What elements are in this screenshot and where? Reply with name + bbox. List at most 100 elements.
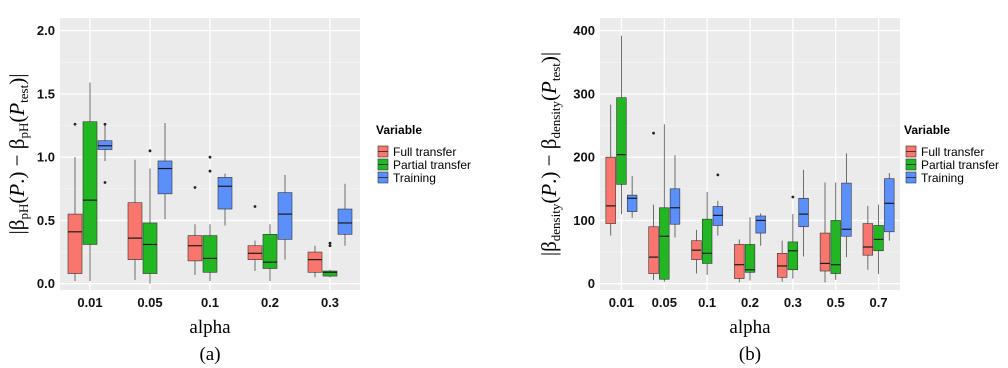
legend-item-full-transfer: Full transfer <box>377 145 456 159</box>
outlier-point <box>148 149 152 153</box>
box-partial-transfer <box>82 82 98 282</box>
box-partial-transfer <box>787 195 799 279</box>
box <box>217 177 233 210</box>
y-tick-label: 2.0 <box>37 23 55 38</box>
x-tick-label: 0.05 <box>137 295 162 310</box>
box-training <box>97 122 113 184</box>
x-tick-label: 0.01 <box>77 295 102 310</box>
box <box>776 253 788 278</box>
box-partial-transfer <box>262 224 278 282</box>
box <box>862 223 874 256</box>
boxplot-marks <box>605 35 895 283</box>
box <box>669 188 681 225</box>
legend-item-full-transfer: Full transfer <box>905 145 984 159</box>
box-training <box>157 123 173 220</box>
legend-item-training: Training <box>377 171 436 185</box>
box <box>97 140 113 150</box>
box <box>873 225 884 252</box>
box-partial-transfer <box>873 204 884 275</box>
box <box>187 235 203 262</box>
box <box>787 241 799 271</box>
box <box>616 97 627 185</box>
box-full-transfer <box>648 131 659 280</box>
panel-a: 0.00.51.01.52.0 0.01 0.05 0.1 0.2 0.3 alpha … <box>5 18 471 365</box>
box-partial-transfer <box>701 191 713 275</box>
box <box>701 218 713 264</box>
y-tick-labels: 0 100 200 300 400 <box>573 23 595 291</box>
x-axis-label: alpha <box>729 317 771 338</box>
y-tick-label: 200 <box>573 150 595 165</box>
x-tick-label: 0.01 <box>609 295 634 310</box>
legend-label: Training <box>393 171 436 185</box>
box-training <box>798 169 809 257</box>
x-tick-label: 0.3 <box>321 295 339 310</box>
box-training <box>337 183 353 246</box>
box <box>202 235 218 273</box>
box-partial-transfer <box>616 35 627 215</box>
box-partial-transfer <box>744 217 756 281</box>
legend-label: Training <box>921 171 964 185</box>
legend-label: Full transfer <box>921 145 984 159</box>
x-tick-label: 0.5 <box>827 295 845 310</box>
outlier-point <box>652 131 655 135</box>
box-full-transfer <box>819 182 831 283</box>
box-partial-transfer <box>659 124 670 282</box>
box <box>277 192 293 240</box>
box <box>605 156 616 224</box>
y-tick-label: 0.5 <box>37 213 55 228</box>
outlier-point <box>103 181 107 184</box>
boxplot-marks <box>67 82 353 284</box>
box-full-transfer <box>127 159 143 280</box>
x-tick-labels: 0.01 0.05 0.1 0.2 0.3 <box>77 295 339 310</box>
box-full-transfer <box>187 186 203 275</box>
y-tick-label: 0 <box>588 276 595 291</box>
box-partial-transfer <box>142 149 158 284</box>
x-tick-label: 0.1 <box>201 295 219 310</box>
outlier-point <box>73 122 77 126</box>
box-training <box>669 155 681 238</box>
box <box>819 232 831 272</box>
box <box>157 160 173 195</box>
box-full-transfer <box>691 229 702 274</box>
panel-b: 0 100 200 300 400 0.01 0.05 0.1 0.2 0.3 0.5 0.7 al… <box>537 18 999 365</box>
outlier-point <box>193 186 197 189</box>
box-training <box>626 176 638 218</box>
x-tick-labels: 0.01 0.05 0.1 0.2 0.3 0.5 0.7 <box>609 295 888 310</box>
legend-label: Partial transfer <box>921 158 999 172</box>
box-full-transfer <box>247 205 263 272</box>
outlier-point <box>208 169 212 173</box>
legend: Variable Full transfer Partial transfer … <box>376 123 471 185</box>
x-axis-label: alpha <box>189 317 231 338</box>
legend: Variable Full transfer Partial transfer … <box>904 123 999 185</box>
y-tick-label: 100 <box>573 213 595 228</box>
box <box>67 213 83 274</box>
box-partial-transfer <box>202 155 218 282</box>
x-tick-label: 0.2 <box>261 295 279 310</box>
box <box>322 270 338 277</box>
box <box>247 245 263 260</box>
box <box>648 226 659 274</box>
legend-label: Full transfer <box>393 145 456 159</box>
box <box>127 202 143 260</box>
legend-label: Partial transfer <box>393 158 471 172</box>
box <box>626 194 638 212</box>
outlier-point <box>716 173 720 177</box>
box-full-transfer <box>67 122 83 282</box>
outlier-point <box>791 195 795 199</box>
box <box>262 234 278 269</box>
y-tick-label: 1.0 <box>37 150 55 165</box>
y-tick-label: 1.5 <box>37 86 55 101</box>
y-tick-label: 0.0 <box>37 276 55 291</box>
x-tick-label: 0.3 <box>784 295 802 310</box>
y-tick-label: 400 <box>573 23 595 38</box>
box-full-transfer <box>605 104 616 236</box>
y-axis-label: |βpH(P.) − βpH(Ptest)| <box>5 74 31 235</box>
box <box>712 206 724 226</box>
x-tick-label: 0.05 <box>652 295 677 310</box>
box <box>798 197 809 228</box>
box <box>307 251 323 273</box>
box <box>755 215 766 234</box>
box <box>884 178 895 233</box>
box-training <box>884 172 895 241</box>
box-training <box>217 173 233 226</box>
